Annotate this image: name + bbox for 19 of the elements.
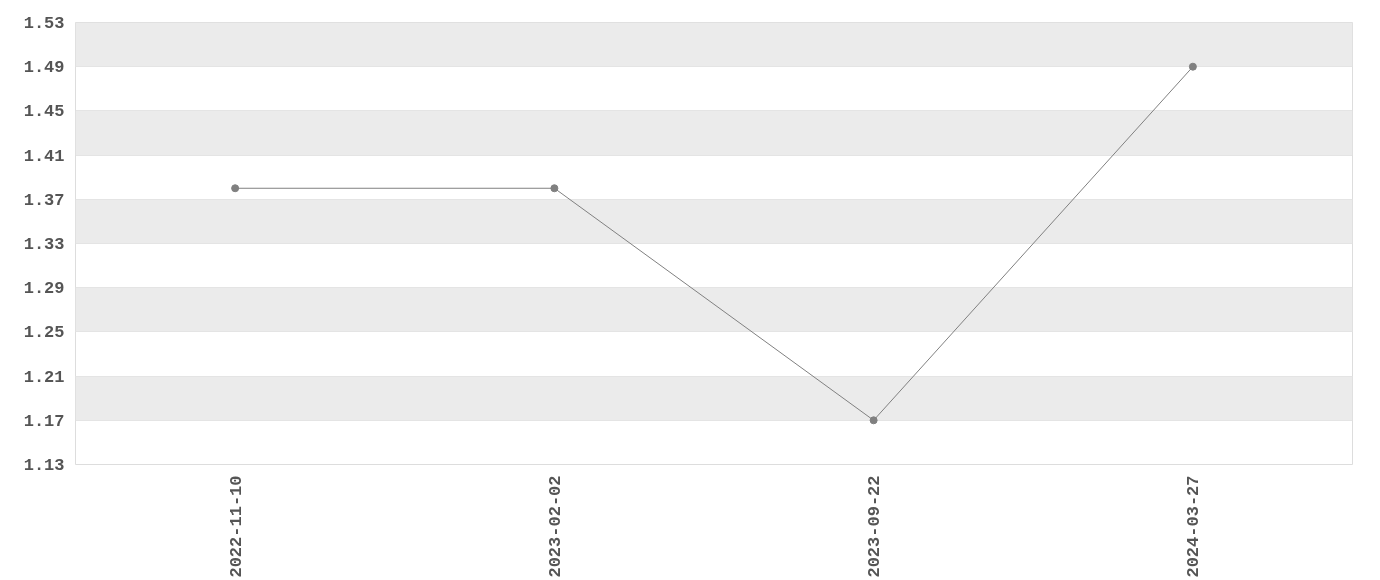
x-tick-label: 2024-03-27 [1184, 475, 1204, 578]
y-tick-label: 1.25 [23, 323, 65, 343]
y-tick-label: 1.13 [23, 456, 65, 475]
x-tick-label: 2022-11-10 [226, 475, 246, 578]
point [231, 184, 240, 193]
x-tick-label: 2023-02-02 [545, 475, 565, 578]
point [1188, 62, 1197, 71]
y-tick-label: 1.17 [23, 411, 65, 431]
y-tick-label: 1.53 [23, 14, 65, 33]
point [550, 184, 559, 193]
point [869, 416, 878, 425]
y-tick-label: 1.41 [23, 146, 65, 166]
y-tick-label: 1.37 [23, 190, 65, 210]
y-tick-label: 1.29 [23, 279, 65, 299]
y-tick-label: 1.33 [23, 235, 65, 254]
y-tick-label: 1.49 [23, 58, 65, 78]
y-tick-label: 1.21 [23, 367, 65, 387]
y-tick-label: 1.45 [23, 102, 65, 122]
x-tick-label: 2023-09-22 [865, 475, 885, 578]
